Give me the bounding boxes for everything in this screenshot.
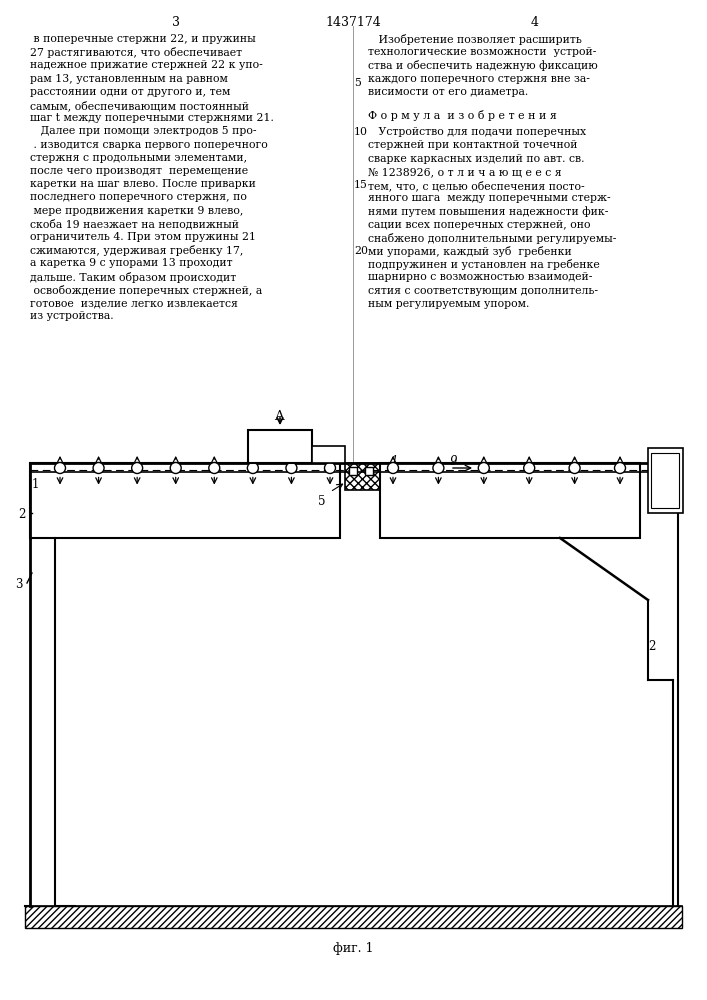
Text: 4: 4 [531, 16, 539, 29]
Circle shape [433, 462, 444, 474]
Text: рам 13, установленным на равном: рам 13, установленным на равном [30, 74, 228, 84]
Circle shape [387, 462, 399, 474]
Circle shape [132, 462, 143, 474]
Text: сятия с соответствующим дополнитель-: сятия с соответствующим дополнитель- [368, 286, 598, 296]
Text: 20: 20 [354, 246, 368, 256]
Text: 4.: 4. [317, 453, 327, 463]
Text: 2: 2 [648, 640, 655, 653]
Text: янного шага  между поперечными стерж-: янного шага между поперечными стерж- [368, 193, 611, 203]
Circle shape [170, 462, 181, 474]
Bar [380, 463, 640, 538]
Text: 3: 3 [15, 578, 23, 591]
Circle shape [569, 462, 580, 474]
Text: 5: 5 [318, 495, 325, 508]
Text: Ф о р м у л а  и з о б р е т е н и я: Ф о р м у л а и з о б р е т е н и я [368, 110, 556, 121]
Bar [25, 906, 682, 928]
Text: после чего производят  перемещение: после чего производят перемещение [30, 166, 248, 176]
Bar [312, 446, 345, 463]
Circle shape [54, 462, 66, 474]
Text: . изводится сварка первого поперечного: . изводится сварка первого поперечного [30, 140, 268, 150]
Text: расстоянии одни от другого и, тем: расстоянии одни от другого и, тем [30, 87, 230, 97]
Text: 5: 5 [354, 78, 361, 88]
Text: Далее при помощи электродов 5 про-: Далее при помощи электродов 5 про- [30, 126, 257, 136]
Text: готовое  изделие легко извлекается: готовое изделие легко извлекается [30, 298, 238, 308]
Text: Изобретение позволяет расширить: Изобретение позволяет расширить [368, 34, 582, 45]
Text: 8: 8 [670, 455, 677, 468]
Bar [651, 453, 679, 508]
Circle shape [614, 462, 626, 474]
Text: 15: 15 [354, 180, 368, 190]
Text: последнего поперечного стержня, по: последнего поперечного стержня, по [30, 192, 247, 202]
Text: подпружинен и установлен на гребенке: подпружинен и установлен на гребенке [368, 259, 600, 270]
Bar [345, 463, 380, 490]
Text: 1: 1 [32, 478, 40, 491]
Text: фиг. 1: фиг. 1 [333, 942, 373, 955]
Text: ограничитель 4. При этом пружины 21: ограничитель 4. При этом пружины 21 [30, 232, 256, 242]
Bar [304, 430, 312, 463]
Text: нями путем повышения надежности фик-: нями путем повышения надежности фик- [368, 206, 609, 217]
Text: скоба 19 наезжает на неподвижный: скоба 19 наезжает на неподвижный [30, 219, 239, 229]
Text: 1437174: 1437174 [325, 16, 381, 29]
Text: снабжено дополнительными регулируемы-: снабжено дополнительными регулируемы- [368, 233, 617, 244]
Bar [248, 430, 312, 463]
Text: стержня с продольными элементами,: стержня с продольными элементами, [30, 153, 247, 163]
Text: шарнирно с возможностью взаимодей-: шарнирно с возможностью взаимодей- [368, 272, 592, 282]
Text: сварке каркасных изделий по авт. св.: сварке каркасных изделий по авт. св. [368, 154, 585, 164]
Bar [349, 467, 357, 475]
Text: 7: 7 [660, 503, 667, 516]
Text: дальше. Таким образом происходит: дальше. Таким образом происходит [30, 272, 236, 283]
Circle shape [524, 462, 534, 474]
Text: ми упорами, каждый зуб  гребенки: ми упорами, каждый зуб гребенки [368, 246, 572, 257]
Text: мере продвижения каретки 9 влево,: мере продвижения каретки 9 влево, [30, 206, 243, 216]
Text: освобождение поперечных стержней, а: освобождение поперечных стержней, а [30, 285, 262, 296]
Text: каретки на шаг влево. После приварки: каретки на шаг влево. После приварки [30, 179, 256, 189]
Text: каждого поперечного стержня вне за-: каждого поперечного стержня вне за- [368, 74, 590, 84]
Circle shape [325, 462, 336, 474]
Text: висимости от его диаметра.: висимости от его диаметра. [368, 87, 528, 97]
Bar [365, 467, 373, 475]
Circle shape [479, 462, 489, 474]
Circle shape [93, 462, 104, 474]
Text: ным регулируемым упором.: ным регулируемым упором. [368, 299, 530, 309]
Text: самым, обеспечивающим постоянный: самым, обеспечивающим постоянный [30, 100, 249, 111]
Text: тем, что, с целью обеспечения посто-: тем, что, с целью обеспечения посто- [368, 180, 585, 191]
Text: 2: 2 [18, 508, 25, 521]
Text: № 1238926, о т л и ч а ю щ е е с я: № 1238926, о т л и ч а ю щ е е с я [368, 167, 561, 177]
Text: ства и обеспечить надежную фиксацию: ства и обеспечить надежную фиксацию [368, 60, 597, 71]
Text: Устройство для подачи поперечных: Устройство для подачи поперечных [368, 127, 586, 137]
Text: сации всех поперечных стержней, оно: сации всех поперечных стержней, оно [368, 220, 590, 230]
Text: 3: 3 [172, 16, 180, 29]
Text: надежное прижатие стержней 22 к упо-: надежное прижатие стержней 22 к упо- [30, 60, 263, 70]
Bar [30, 463, 340, 538]
Circle shape [247, 462, 258, 474]
Text: 10: 10 [354, 127, 368, 137]
Text: технологические возможности  устрой-: технологические возможности устрой- [368, 47, 597, 57]
Text: в поперечные стержни 22, и пружины: в поперечные стержни 22, и пружины [30, 34, 256, 44]
Text: 27 растягиваются, что обеспечивает: 27 растягиваются, что обеспечивает [30, 47, 242, 58]
Text: A: A [274, 410, 284, 423]
Text: стержней при контактной точечной: стержней при контактной точечной [368, 140, 578, 150]
Text: а каретка 9 с упорами 13 проходит: а каретка 9 с упорами 13 проходит [30, 258, 233, 268]
Text: из устройства.: из устройства. [30, 311, 114, 321]
Text: шаг t между поперечными стержнями 21.: шаг t между поперечными стержнями 21. [30, 113, 274, 123]
Bar [248, 430, 256, 463]
Text: сжимаются, удерживая гребенку 17,: сжимаются, удерживая гребенку 17, [30, 245, 243, 256]
Circle shape [209, 462, 220, 474]
Bar [648, 448, 683, 513]
Text: 1: 1 [390, 455, 397, 468]
Text: 9: 9 [450, 455, 457, 468]
Circle shape [286, 462, 297, 474]
